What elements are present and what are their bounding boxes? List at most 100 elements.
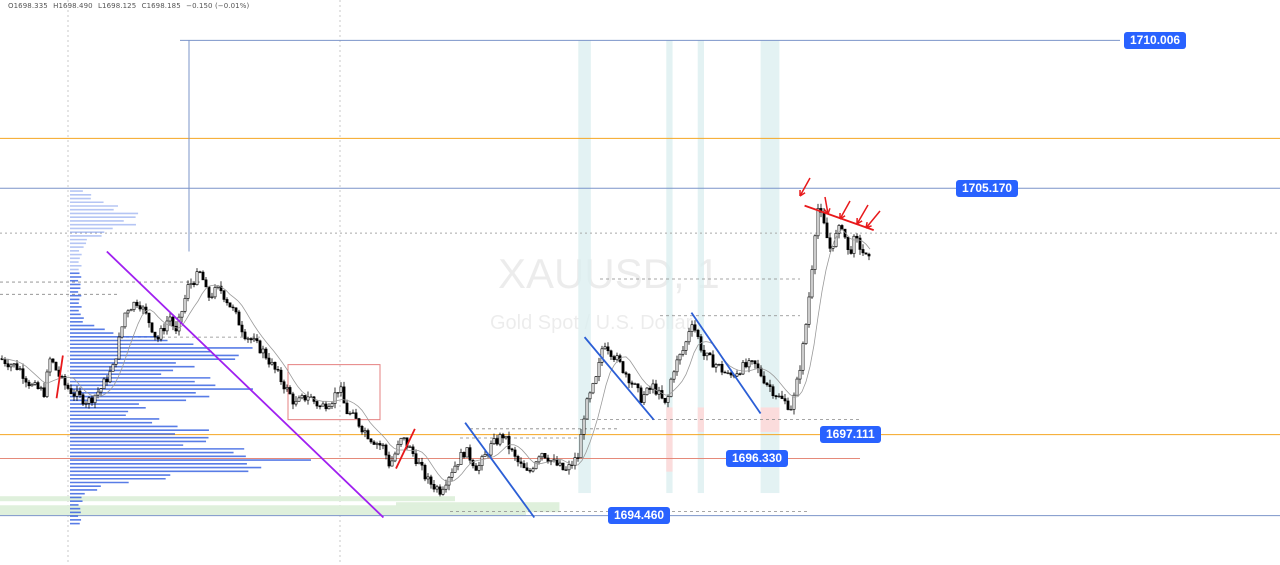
- candle-body-31: [93, 394, 97, 403]
- candle-body-140: [420, 461, 424, 466]
- candle-body-205: [615, 355, 619, 360]
- watermark-description: Gold Spot / U.S. Dollar: [490, 312, 693, 334]
- candle-body-242: [726, 372, 730, 374]
- candle-body-39: [117, 336, 121, 360]
- candle-body-90: [270, 361, 274, 365]
- candle-body-207: [621, 361, 625, 374]
- candle-body-93: [279, 369, 283, 383]
- price-tag-support-1694[interactable]: 1694.460: [608, 507, 671, 525]
- candle-body-257: [771, 386, 775, 397]
- candle-body-99: [297, 397, 301, 402]
- candle-body-71: [213, 287, 217, 298]
- candle-body-143: [429, 476, 433, 485]
- candle-body-133: [399, 438, 403, 445]
- candle-body-221: [663, 397, 667, 403]
- candle-body-18: [54, 361, 58, 371]
- candle-body-163: [489, 443, 493, 456]
- candle-body-227: [681, 350, 685, 355]
- candle-body-44: [132, 301, 136, 310]
- candle-body-127: [381, 444, 385, 447]
- candle-body-186: [558, 462, 562, 466]
- candle-body-225: [675, 359, 679, 373]
- candle-body-109: [327, 406, 331, 410]
- candle-body-120: [360, 426, 364, 433]
- candle-body-74: [222, 290, 226, 300]
- candle-body-270: [810, 269, 814, 298]
- candle-body-283: [849, 249, 853, 254]
- candle-body-86: [258, 340, 262, 354]
- candle-body-91: [273, 361, 277, 370]
- candle-body-204: [612, 356, 616, 360]
- candle-body-82: [246, 338, 250, 340]
- ohlc-high: H1698.490: [53, 2, 93, 10]
- candle-body-12: [36, 382, 40, 390]
- candle-body-175: [525, 467, 529, 471]
- candle-body-261: [783, 398, 787, 402]
- candle-body-67: [201, 271, 205, 281]
- candle-body-81: [243, 331, 247, 340]
- candle-body-176: [528, 470, 532, 472]
- candle-body-161: [483, 454, 487, 457]
- candle-body-26: [78, 390, 82, 396]
- candle-body-62: [186, 284, 190, 299]
- candle-body-166: [498, 434, 502, 445]
- candle-body-202: [606, 346, 610, 352]
- candle-body-267: [801, 343, 805, 371]
- candle-body-284: [852, 235, 856, 254]
- candle-body-75: [225, 299, 229, 304]
- candle-body-17: [51, 358, 55, 363]
- candle-body-94: [282, 381, 286, 390]
- candle-body-136: [408, 446, 412, 448]
- candle-body-147: [441, 488, 445, 495]
- candle-body-1: [3, 359, 7, 364]
- ohlc-readout: O1698.335 H1698.490 L1698.125 C1698.185 …: [8, 2, 252, 10]
- candle-body-112: [336, 392, 340, 394]
- red-arrow-4: [865, 210, 881, 229]
- candle-body-220: [660, 390, 664, 399]
- price-tag-level-1696[interactable]: 1696.330: [726, 449, 789, 467]
- candle-body-258: [774, 395, 778, 398]
- candle-body-11: [33, 382, 37, 385]
- price-tag-resistance-1710[interactable]: 1710.006: [1124, 31, 1187, 49]
- candle-body-46: [138, 305, 142, 310]
- candle-body-128: [384, 444, 388, 456]
- candle-body-250: [750, 360, 754, 362]
- candle-body-179: [537, 456, 541, 463]
- candle-body-66: [198, 271, 202, 273]
- candle-body-116: [348, 412, 352, 415]
- candle-body-59: [177, 316, 181, 332]
- candle-body-171: [513, 449, 517, 457]
- candle-body-131: [393, 453, 397, 462]
- candle-body-144: [432, 484, 436, 490]
- candle-body-191: [573, 457, 577, 466]
- price-tag-resistance-1705[interactable]: 1705.170: [956, 179, 1019, 197]
- price-tag-level-1697[interactable]: 1697.111: [820, 426, 881, 444]
- red-arrow-head-2: [839, 212, 846, 220]
- candle-body-158: [474, 465, 478, 471]
- candle-body-35: [105, 378, 109, 383]
- candle-body-53: [159, 328, 163, 340]
- candle-body-168: [504, 435, 508, 439]
- candle-body-106: [318, 405, 322, 408]
- candle-body-288: [864, 252, 868, 255]
- red-arrow-head-3: [856, 217, 863, 225]
- candle-body-51: [153, 331, 157, 338]
- candle-body-263: [789, 408, 793, 411]
- candle-body-102: [306, 396, 310, 401]
- candle-body-254: [762, 375, 766, 384]
- candle-body-57: [171, 316, 175, 327]
- candle-body-4: [12, 363, 16, 366]
- candle-body-25: [75, 390, 79, 397]
- candle-body-249: [747, 360, 751, 368]
- candle-body-129: [387, 454, 391, 467]
- candle-body-177: [531, 468, 535, 472]
- candle-body-114: [342, 386, 346, 404]
- red-arrow-head-4: [865, 221, 872, 229]
- candle-body-173: [519, 461, 523, 464]
- candle-body-32: [96, 391, 100, 396]
- candle-body-169: [507, 435, 511, 450]
- candle-body-139: [417, 461, 421, 465]
- candle-body-29: [87, 397, 91, 404]
